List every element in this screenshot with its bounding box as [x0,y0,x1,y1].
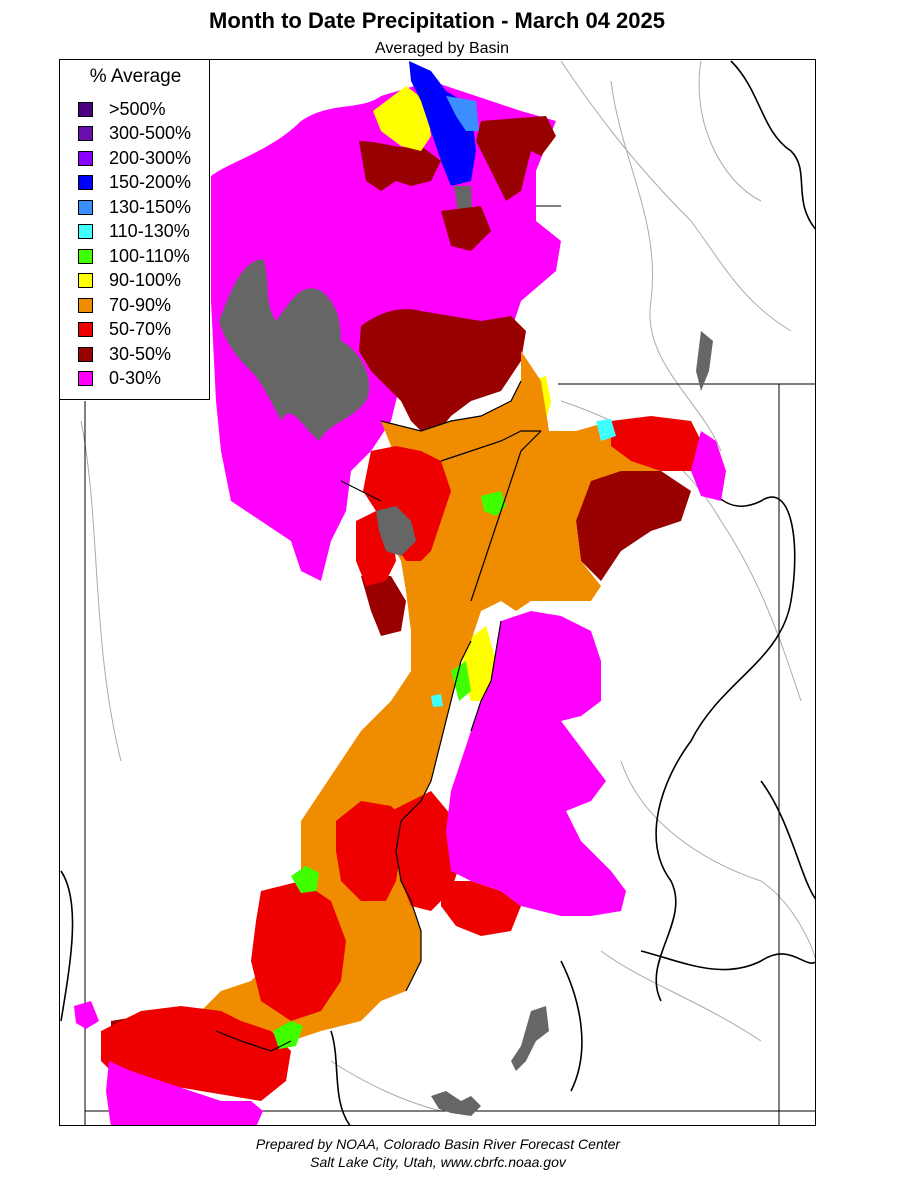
region-30-50-north-c [441,206,491,251]
region-50-70-southwest [251,881,346,1021]
region-100-110-c [273,1021,303,1049]
legend-label: 70-90% [109,294,172,315]
legend-swatch [78,175,93,190]
legend-swatch [78,371,93,386]
legend-item: 50-70% [78,319,171,341]
legend-label: 90-100% [109,270,182,290]
legend-label: >500% [109,98,166,119]
legend-label: 150-200% [109,172,192,192]
legend-swatch [78,322,93,337]
legend-item: 110-130% [78,221,190,243]
legend-item: 300-500% [78,123,191,145]
legend-item: 0-30% [78,368,161,390]
legend-swatch [78,346,93,362]
legend-label: 130-150% [109,196,192,217]
region-0-30-far-west-spot [74,1001,99,1029]
region-0-30-east-edge [691,431,726,501]
map-subtitle: Averaged by Basin [374,40,509,57]
region-50-70-east [611,416,701,471]
legend-label: 200-300% [109,147,192,168]
map-legend: % Average >500% 300-500% 200-300% 150-20… [59,59,210,400]
legend-item: 200-300% [78,147,191,169]
legend-item: 30-50% [78,343,171,365]
lake-great-salt [219,259,370,441]
legend-title: % Average [89,66,182,87]
lake-east [696,331,713,391]
region-30-50-north-a [359,141,441,191]
legend-label: 30-50% [109,343,172,364]
legend-swatch [78,126,93,141]
legend-swatch [78,273,93,288]
lake-south-2 [511,1006,549,1071]
region-100-110-d [451,661,471,701]
legend-label: 110-130% [109,221,190,241]
legend-swatch [78,199,93,215]
region-150-200-north [409,61,476,186]
legend-item: 150-200% [78,172,191,194]
legend-swatch [78,224,93,239]
footer-credit-line1: Prepared by NOAA, Colorado Basin River F… [255,1136,621,1152]
region-100-110-a [481,491,506,516]
legend-swatch [78,297,93,313]
basin-outlines [215,380,542,1052]
region-30-50-north-b [476,116,556,201]
region-110-130-a [596,419,616,441]
region-0-30-far-southwest [106,1061,263,1125]
legend-item: 70-90% [78,294,171,316]
legend-item: 90-100% [78,270,181,292]
legend-swatch [78,150,93,166]
region-30-50-east [576,469,691,581]
region-30-50-wasatch [361,576,406,636]
outer-boundaries [60,60,815,1125]
lake-south-1 [431,1091,481,1116]
region-110-130-b [431,694,443,707]
legend-label: 50-70% [109,319,172,339]
region-50-70-south-mid [336,801,406,901]
legend-label: 0-30% [109,368,162,388]
region-30-50-mid [359,309,526,441]
footer-credit-line2: Salt Lake City, Utah, www.cbrfc.noaa.gov [310,1154,566,1170]
region-50-70-central [363,446,451,561]
map-frame [59,59,816,1126]
legend-swatch [78,101,93,117]
region-90-100-north [373,86,431,151]
region-50-70-southeast-edge [441,881,521,936]
region-130-150-north [446,96,479,131]
legend-item: 100-110% [78,245,190,267]
lake-utah [376,506,416,556]
legend-item: 130-150% [78,196,191,218]
legend-item: >500% [78,98,166,120]
legend-label: 300-500% [109,123,192,143]
region-100-110-b [291,866,319,893]
region-0-30-southeast [446,611,626,916]
basin-precipitation-map [60,60,815,1125]
map-title: Month to Date Precipitation - March 04 2… [209,8,665,33]
legend-label: 100-110% [109,245,190,266]
legend-swatch [78,248,93,264]
